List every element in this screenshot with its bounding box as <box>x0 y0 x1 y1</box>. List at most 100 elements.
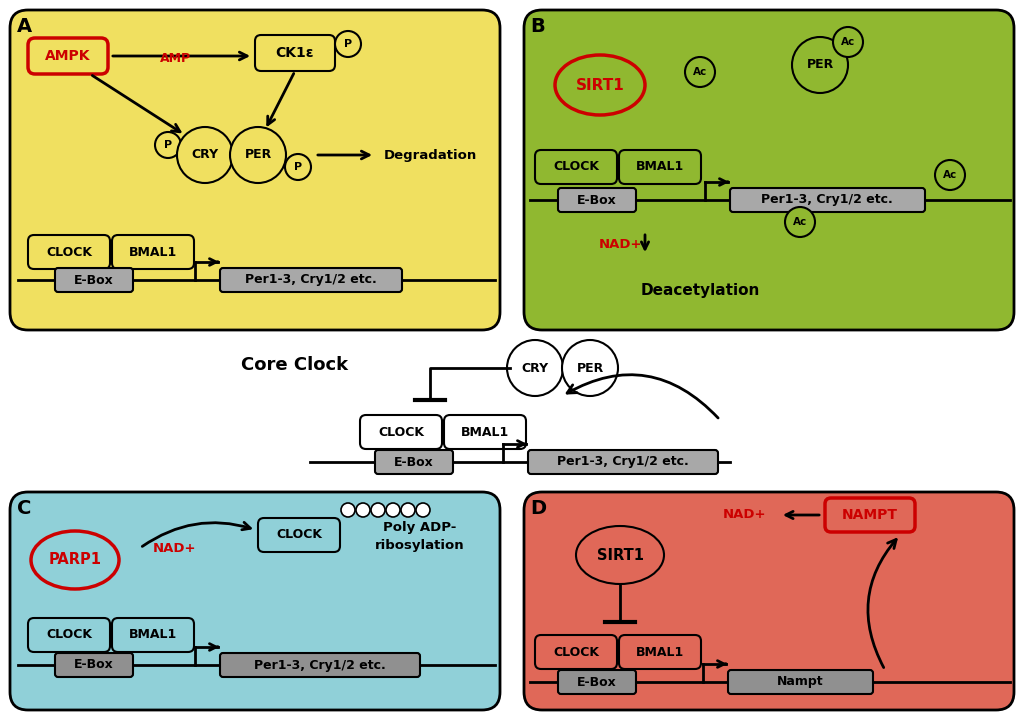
FancyBboxPatch shape <box>220 653 420 677</box>
Circle shape <box>230 127 286 183</box>
Text: C: C <box>16 498 31 518</box>
Text: BMAL1: BMAL1 <box>461 426 509 438</box>
Text: Nampt: Nampt <box>776 675 823 688</box>
Text: P: P <box>294 162 302 172</box>
FancyBboxPatch shape <box>258 518 340 552</box>
Text: AMP: AMP <box>160 52 190 65</box>
FancyBboxPatch shape <box>528 450 718 474</box>
Text: CLOCK: CLOCK <box>46 246 92 258</box>
FancyBboxPatch shape <box>28 38 108 74</box>
Text: E-Box: E-Box <box>578 675 616 688</box>
Text: CLOCK: CLOCK <box>553 646 599 659</box>
Text: ribosylation: ribosylation <box>375 539 465 552</box>
Text: E-Box: E-Box <box>394 456 434 469</box>
Text: Core Clock: Core Clock <box>242 356 348 374</box>
Text: NAD+: NAD+ <box>598 238 642 251</box>
Text: Ac: Ac <box>693 67 708 77</box>
Text: B: B <box>530 17 546 35</box>
Text: SIRT1: SIRT1 <box>575 78 625 92</box>
Circle shape <box>356 503 370 517</box>
Text: Deacetylation: Deacetylation <box>640 282 760 297</box>
Text: PER: PER <box>577 361 603 374</box>
FancyBboxPatch shape <box>112 235 194 269</box>
Circle shape <box>685 57 715 87</box>
FancyBboxPatch shape <box>360 415 442 449</box>
Text: CRY: CRY <box>521 361 549 374</box>
Circle shape <box>507 340 563 396</box>
FancyBboxPatch shape <box>28 235 110 269</box>
Text: BMAL1: BMAL1 <box>636 646 684 659</box>
Circle shape <box>341 503 355 517</box>
FancyBboxPatch shape <box>618 150 701 184</box>
Text: E-Box: E-Box <box>578 194 616 207</box>
Text: Per1-3, Cry1/2 etc.: Per1-3, Cry1/2 etc. <box>254 659 386 672</box>
Text: BMAL1: BMAL1 <box>636 161 684 174</box>
Text: SIRT1: SIRT1 <box>597 547 643 562</box>
Circle shape <box>335 31 361 57</box>
Text: CLOCK: CLOCK <box>553 161 599 174</box>
Text: CLOCK: CLOCK <box>46 629 92 642</box>
FancyBboxPatch shape <box>444 415 526 449</box>
Text: CLOCK: CLOCK <box>276 528 322 541</box>
Text: PER: PER <box>806 58 834 71</box>
FancyBboxPatch shape <box>55 268 133 292</box>
Text: Ac: Ac <box>793 217 807 227</box>
FancyBboxPatch shape <box>10 10 500 330</box>
Text: CK1ε: CK1ε <box>275 46 314 60</box>
FancyBboxPatch shape <box>728 670 873 694</box>
Text: E-Box: E-Box <box>74 274 114 287</box>
FancyBboxPatch shape <box>524 10 1014 330</box>
FancyBboxPatch shape <box>112 618 194 652</box>
Text: Per1-3, Cry1/2 etc.: Per1-3, Cry1/2 etc. <box>557 456 689 469</box>
FancyBboxPatch shape <box>825 498 915 532</box>
Text: Ac: Ac <box>943 170 957 180</box>
Circle shape <box>416 503 430 517</box>
Circle shape <box>401 503 415 517</box>
Text: NAD+: NAD+ <box>154 541 197 554</box>
FancyBboxPatch shape <box>10 492 500 710</box>
Circle shape <box>833 27 863 57</box>
Text: PER: PER <box>245 148 271 161</box>
Circle shape <box>785 207 815 237</box>
Circle shape <box>935 160 965 190</box>
Text: Per1-3, Cry1/2 etc.: Per1-3, Cry1/2 etc. <box>245 274 377 287</box>
Text: Poly ADP-: Poly ADP- <box>383 521 457 534</box>
Text: NAMPT: NAMPT <box>842 508 898 522</box>
FancyBboxPatch shape <box>255 35 335 71</box>
Circle shape <box>177 127 233 183</box>
FancyBboxPatch shape <box>558 188 636 212</box>
Circle shape <box>155 132 181 158</box>
Text: P: P <box>164 140 172 150</box>
Text: E-Box: E-Box <box>74 659 114 672</box>
Text: PARP1: PARP1 <box>48 552 101 567</box>
FancyBboxPatch shape <box>535 635 617 669</box>
Text: A: A <box>16 17 32 35</box>
Text: BMAL1: BMAL1 <box>129 246 177 258</box>
FancyBboxPatch shape <box>55 653 133 677</box>
Text: P: P <box>344 39 352 49</box>
Ellipse shape <box>555 55 645 115</box>
FancyBboxPatch shape <box>524 492 1014 710</box>
Circle shape <box>371 503 385 517</box>
FancyBboxPatch shape <box>618 635 701 669</box>
Circle shape <box>792 37 848 93</box>
Circle shape <box>285 154 311 180</box>
Text: Ac: Ac <box>841 37 855 47</box>
Text: AMPK: AMPK <box>45 49 91 63</box>
Circle shape <box>562 340 618 396</box>
Text: Per1-3, Cry1/2 etc.: Per1-3, Cry1/2 etc. <box>761 194 893 207</box>
Text: NAD+: NAD+ <box>723 508 767 521</box>
FancyBboxPatch shape <box>535 150 617 184</box>
Text: D: D <box>530 498 546 518</box>
FancyBboxPatch shape <box>220 268 402 292</box>
Ellipse shape <box>575 526 664 584</box>
Text: CRY: CRY <box>191 148 218 161</box>
FancyBboxPatch shape <box>375 450 453 474</box>
Ellipse shape <box>31 531 119 589</box>
Text: CLOCK: CLOCK <box>378 426 424 438</box>
FancyBboxPatch shape <box>28 618 110 652</box>
FancyBboxPatch shape <box>730 188 925 212</box>
Circle shape <box>386 503 400 517</box>
Text: Degradation: Degradation <box>383 148 476 161</box>
Text: BMAL1: BMAL1 <box>129 629 177 642</box>
